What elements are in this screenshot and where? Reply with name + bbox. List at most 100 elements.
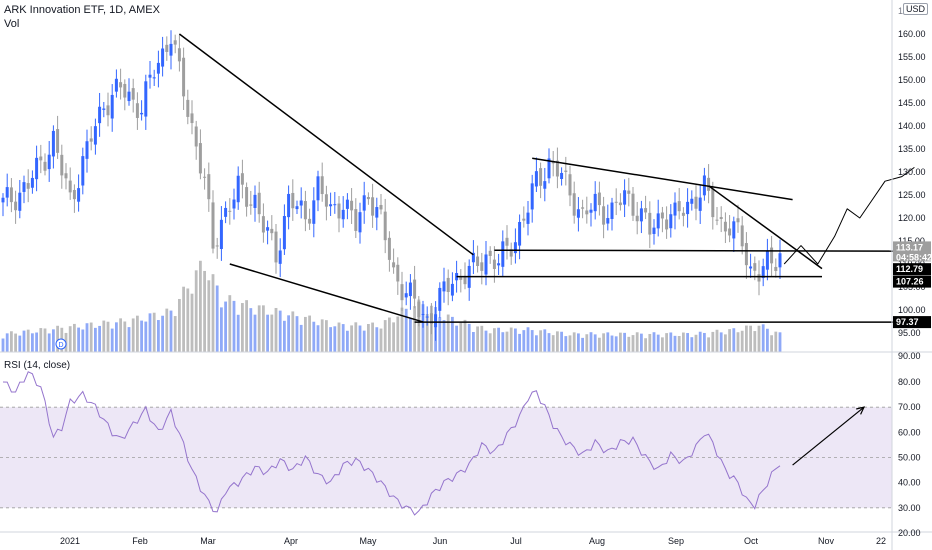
- currency-button[interactable]: USD: [902, 3, 928, 15]
- candle-body: [152, 77, 156, 79]
- candle: [719, 206, 723, 233]
- rsi-series[interactable]: [2, 371, 866, 516]
- volume-bars: [1, 260, 782, 352]
- candle-body: [555, 160, 559, 177]
- volume-bar: [589, 332, 593, 352]
- candle: [329, 192, 333, 217]
- volume-bar: [295, 316, 299, 352]
- candle: [291, 179, 295, 221]
- volume-bar: [169, 310, 173, 352]
- volume-bar: [736, 332, 740, 352]
- price-axis[interactable]: 160.00 155.00 150.00 145.00 140.00 135.00 130.…: [898, 29, 926, 361]
- candle: [673, 192, 677, 230]
- time-tick-label: Sep: [668, 536, 684, 546]
- candle: [240, 159, 244, 199]
- volume-bar: [547, 333, 551, 352]
- volume-bar: [560, 331, 563, 352]
- candle: [123, 79, 127, 111]
- candle: [627, 177, 631, 207]
- volume-bar: [10, 331, 13, 352]
- volume-bar: [757, 325, 761, 352]
- symbol-title[interactable]: ARK Innovation ETF, 1D, AMEX: [4, 4, 160, 16]
- candle-body: [518, 221, 522, 246]
- candle: [740, 216, 744, 255]
- volume-bar: [89, 322, 93, 352]
- price-tick-label: 90.00: [898, 351, 921, 361]
- candle: [72, 184, 76, 213]
- candle: [392, 248, 396, 274]
- volume-bar: [648, 333, 652, 352]
- time-tick-label: May: [359, 536, 377, 546]
- volume-bar: [488, 333, 492, 352]
- candle: [350, 188, 354, 224]
- candle: [135, 92, 139, 130]
- candle: [85, 129, 89, 173]
- volume-bar: [367, 323, 370, 352]
- candle-body: [417, 301, 421, 318]
- candle-body: [379, 204, 383, 210]
- candle: [421, 300, 425, 328]
- candle: [614, 188, 618, 216]
- volume-label[interactable]: Vol: [4, 18, 20, 30]
- candle-body: [383, 211, 387, 241]
- rsi-axis[interactable]: 80.00 70.00 60.00 50.00 40.00 30.00 20.00: [898, 377, 921, 538]
- volume-bar: [56, 325, 59, 352]
- candle-body: [471, 252, 475, 263]
- candle-body: [287, 193, 291, 218]
- candle-body: [736, 218, 740, 223]
- volume-bar: [85, 323, 89, 352]
- volume-bar: [346, 330, 349, 352]
- candle: [194, 120, 198, 160]
- candle-body: [606, 218, 610, 224]
- candle: [446, 269, 450, 306]
- volume-bar: [644, 338, 647, 352]
- candle: [686, 188, 690, 228]
- volume-bar: [375, 327, 379, 352]
- candle: [98, 92, 102, 137]
- candle-body: [404, 293, 408, 298]
- dividend-marker[interactable]: D: [55, 338, 67, 350]
- volume-bar: [766, 328, 769, 352]
- candle: [660, 206, 664, 233]
- volume-bar: [661, 337, 664, 352]
- candle: [119, 68, 123, 100]
- candle-body: [291, 192, 295, 209]
- candle-body: [312, 200, 316, 224]
- volume-bar: [451, 316, 454, 352]
- volume-bar: [257, 305, 261, 352]
- candle: [161, 36, 165, 77]
- candle: [140, 100, 144, 121]
- dividend-marker-label: D: [58, 342, 63, 349]
- candle-body: [476, 256, 480, 267]
- volume-bar: [228, 295, 232, 352]
- candle: [236, 166, 240, 210]
- volume-bar: [715, 329, 719, 352]
- candle: [312, 187, 316, 238]
- candlestick-series[interactable]: [1, 30, 782, 341]
- candle: [320, 162, 324, 202]
- candle-body: [635, 215, 639, 222]
- candle-body: [463, 276, 467, 285]
- candle: [64, 163, 68, 190]
- time-axis[interactable]: 2021 Feb Mar Apr May Jun Jul Aug Sep Oct Nov 22: [60, 536, 886, 546]
- volume-bar: [68, 326, 72, 352]
- candle: [568, 165, 572, 207]
- volume-bar: [677, 336, 681, 352]
- candle-body: [236, 175, 240, 203]
- candle-body: [585, 210, 589, 215]
- candle-body: [156, 62, 160, 74]
- rsi-tick-label: 60.00: [898, 427, 921, 437]
- candle-body: [35, 157, 39, 180]
- trendlines[interactable]: [178, 33, 915, 323]
- volume-bar: [694, 334, 698, 352]
- volume-bar: [320, 319, 324, 352]
- volume-bar: [509, 327, 513, 352]
- volume-bar: [165, 308, 169, 352]
- candle-body: [47, 154, 51, 170]
- candle-body: [732, 221, 736, 239]
- candle-body: [207, 174, 211, 200]
- rsi-label[interactable]: RSI (14, close): [4, 360, 71, 371]
- candle-body: [245, 187, 249, 207]
- candle-body: [186, 99, 190, 117]
